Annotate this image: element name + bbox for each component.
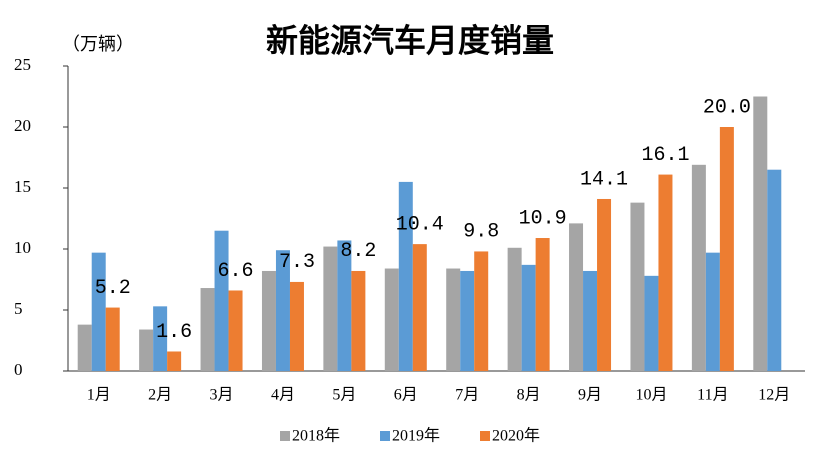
x-tick-label: 4月 xyxy=(271,387,295,404)
bar xyxy=(351,270,366,371)
value-label: 16.1 xyxy=(641,144,689,167)
value-label: 10.9 xyxy=(519,207,567,230)
bar xyxy=(705,252,720,371)
y-tick-label: 5 xyxy=(14,299,23,318)
bar xyxy=(167,351,182,371)
bar xyxy=(323,246,338,371)
bar xyxy=(474,251,489,371)
bar xyxy=(200,288,215,371)
value-label: 9.8 xyxy=(463,221,499,244)
x-tick-label: 9月 xyxy=(578,387,602,404)
y-tick-label: 0 xyxy=(14,360,23,379)
bar xyxy=(767,169,782,371)
legend-label: 2018年 xyxy=(292,427,340,445)
value-label: 14.1 xyxy=(580,168,628,191)
bar xyxy=(507,247,522,371)
bar xyxy=(139,329,154,371)
bar xyxy=(337,240,352,371)
x-tick-label: 5月 xyxy=(332,387,356,404)
bar xyxy=(691,164,706,371)
bar xyxy=(105,307,120,371)
legend-swatch xyxy=(380,431,390,441)
bar xyxy=(289,281,304,371)
x-tick-label: 7月 xyxy=(455,387,479,404)
legend-label: 2020年 xyxy=(492,427,540,445)
bar xyxy=(535,238,550,371)
legend-swatch xyxy=(280,431,290,441)
bar xyxy=(644,275,659,371)
bar xyxy=(630,202,645,371)
unit-label: （万辆） xyxy=(62,34,134,54)
y-tick-label: 10 xyxy=(14,238,31,257)
x-tick-label: 3月 xyxy=(210,387,234,404)
bar xyxy=(597,198,612,371)
x-tick-label: 12月 xyxy=(758,387,790,404)
bar xyxy=(275,250,290,371)
bar xyxy=(261,270,276,371)
chart-title: 新能源汽车月度销量 xyxy=(266,22,554,58)
bar xyxy=(569,223,584,371)
bar xyxy=(398,181,413,371)
x-tick-label: 1月 xyxy=(87,387,111,404)
value-label: 8.2 xyxy=(340,240,376,263)
bar xyxy=(719,127,734,371)
bar xyxy=(91,252,106,371)
bar xyxy=(583,270,598,371)
x-tick-label: 10月 xyxy=(635,387,667,404)
bar xyxy=(384,268,399,371)
y-tick-label: 20 xyxy=(14,116,31,135)
bar xyxy=(460,270,475,371)
bar xyxy=(753,96,768,371)
bar xyxy=(228,290,243,371)
value-label: 1.6 xyxy=(156,321,192,344)
bar xyxy=(153,306,168,371)
legend-swatch xyxy=(480,431,490,441)
x-tick-label: 11月 xyxy=(697,387,728,404)
bar xyxy=(214,230,229,371)
bar xyxy=(658,174,673,371)
value-label: 6.6 xyxy=(218,260,254,283)
x-tick-label: 2月 xyxy=(148,387,172,404)
value-label: 10.4 xyxy=(396,213,444,236)
y-tick-label: 25 xyxy=(14,55,31,74)
value-label: 7.3 xyxy=(279,251,315,274)
bar xyxy=(412,244,427,371)
y-tick-label: 15 xyxy=(14,177,31,196)
bar xyxy=(521,264,536,371)
x-tick-label: 8月 xyxy=(517,387,541,404)
value-label: 5.2 xyxy=(95,277,131,300)
bar xyxy=(77,324,92,371)
value-label: 20.0 xyxy=(703,96,751,119)
x-tick-label: 6月 xyxy=(394,387,418,404)
legend-label: 2019年 xyxy=(392,427,440,445)
bar xyxy=(446,268,461,371)
